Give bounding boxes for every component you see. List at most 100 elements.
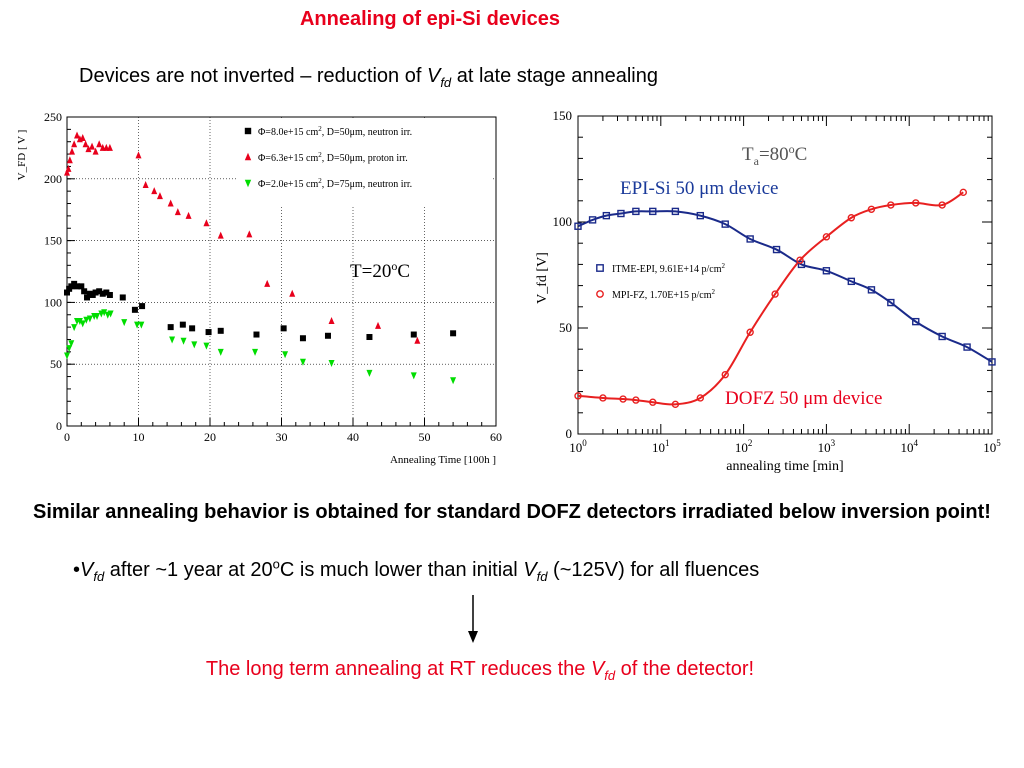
final-fd: fd — [604, 668, 616, 683]
chart1-point-s2 — [83, 316, 90, 324]
chart1-point-s0 — [410, 331, 417, 338]
chart1-point-s0 — [84, 294, 91, 301]
ta-value: =80 — [759, 144, 789, 165]
legend-marker — [244, 152, 252, 161]
chart1-point-s2 — [252, 348, 259, 356]
legend-entry: Φ=6.3e+15 cm2, D=50μm, proton irr. — [258, 151, 408, 164]
temp-unit: C — [397, 261, 410, 282]
chart2-point-s1 — [847, 214, 856, 222]
y-tick-label: 100 — [553, 214, 573, 229]
chart1-point-s2 — [282, 351, 289, 359]
chart1-point-s1 — [89, 142, 96, 150]
subtitle-vfd: Vfd — [426, 65, 452, 90]
bullet-mid2: C is much lower than initial — [279, 559, 524, 581]
y-tick-label: 50 — [50, 357, 62, 371]
x-tick-label: 10 — [133, 430, 145, 444]
subtitle: Devices are not inverted – reduction of … — [79, 65, 658, 90]
chart1-point-s1 — [142, 180, 149, 188]
bullet-v2: V — [523, 559, 537, 581]
chart1-point-s1 — [74, 131, 81, 139]
y-tick-label: 150 — [553, 108, 573, 123]
final-before: The long term annealing at RT reduces th… — [205, 658, 591, 680]
chart1-point-s0 — [92, 289, 99, 296]
x-tick-label: 60 — [490, 430, 502, 444]
chart1-point-s0 — [131, 306, 138, 313]
chart1-point-s1 — [246, 230, 253, 238]
chart2-point-s1 — [867, 205, 876, 213]
chart2-point-s0 — [963, 343, 971, 351]
chart1-ylabel: V_FD [ V ] — [16, 130, 28, 181]
chart2-point-s1 — [574, 392, 582, 400]
x-tick-label: 104 — [900, 438, 918, 455]
chart1-point-s0 — [78, 283, 85, 290]
y-tick-label: 0 — [56, 419, 62, 433]
x-tick-label: 20 — [204, 430, 216, 444]
annealing-80c-chart: 100 101 102 103 104 105 0 50 100 150 V_fd [V] ann… — [522, 98, 1012, 482]
y-tick-label: 50 — [559, 320, 572, 335]
chart1-point-s2 — [328, 359, 335, 367]
chart1-xlabel: Annealing Time [100h ] — [390, 454, 496, 466]
x-tick-label: 100 — [569, 438, 587, 455]
subtitle-fd: fd — [440, 75, 452, 90]
dofz-annotation: DOFZ 50 μm device — [725, 388, 882, 409]
subtitle-v: V — [426, 65, 441, 87]
chart2-point-s0 — [696, 211, 705, 220]
chart2-point-s1 — [721, 370, 729, 379]
chart1-point-s2 — [138, 321, 145, 329]
chart2-point-s1 — [796, 256, 804, 264]
chart1-point-s2 — [410, 372, 417, 380]
chart1-point-s0 — [96, 288, 103, 295]
x-tick-label: 30 — [276, 430, 288, 444]
chart2-point-s0 — [588, 216, 597, 224]
bullet-vfd2: Vfd — [523, 559, 547, 583]
bullet-vfd: Vfd — [80, 559, 105, 584]
chart1-point-s0 — [205, 329, 212, 336]
chart1-point-s1 — [135, 151, 142, 159]
chart1-point-s0 — [253, 331, 260, 338]
legend-background — [236, 120, 491, 206]
y-tick-label: 250 — [44, 110, 62, 124]
legend-marker — [244, 127, 252, 135]
chart1-point-s2 — [180, 337, 187, 345]
chart1-point-s0 — [280, 325, 287, 332]
ta-symbol: T — [742, 144, 754, 165]
legend-entry: Φ=8.0e+15 cm2, D=50μm, neutron irr. — [258, 125, 412, 138]
chart1-point-s2 — [94, 312, 101, 320]
chart2-point-s0 — [887, 298, 895, 307]
x-tick-label: 101 — [652, 438, 670, 455]
y-tick-label: 150 — [44, 234, 62, 248]
chart2-point-s1 — [649, 398, 657, 406]
chart1-point-s1 — [217, 231, 224, 239]
chart1-point-s1 — [66, 156, 73, 164]
chart1-point-s0 — [217, 327, 224, 334]
chart1-point-s1 — [167, 199, 174, 207]
chart2-point-s0 — [988, 358, 996, 366]
legend-marker — [596, 264, 604, 272]
chart1-point-s2 — [101, 309, 108, 317]
chart2-point-s0 — [867, 286, 876, 294]
chart1-point-s2 — [299, 358, 306, 366]
chart2-fit-line — [577, 191, 964, 406]
chart2-point-s1 — [746, 328, 754, 336]
y-tick-label: 0 — [566, 426, 573, 441]
x-tick-label: 105 — [983, 438, 1001, 455]
chart1-point-s1 — [375, 321, 382, 329]
chart2-point-s1 — [771, 290, 779, 298]
chart1-point-s0 — [189, 325, 196, 332]
final-v: V — [590, 658, 605, 680]
chart1-point-s2 — [79, 320, 86, 328]
x-tick-label: 102 — [735, 438, 753, 455]
chart1-point-s1 — [64, 168, 70, 176]
chart1-point-s1 — [79, 134, 86, 142]
bullet-fd: fd — [93, 569, 105, 584]
chart1-point-s2 — [76, 317, 83, 325]
chart2-point-s0 — [938, 332, 946, 341]
chart2-point-s0 — [912, 317, 920, 326]
chart1-point-s0 — [179, 321, 186, 328]
chart1-point-s0 — [324, 332, 331, 339]
chart2-point-s0 — [772, 245, 781, 254]
chart2-ticks: 100 101 102 103 104 105 0 50 100 150 — [553, 108, 1002, 455]
chart2-xlabel: annealing time [min] — [726, 459, 843, 474]
chart2-point-s0 — [602, 211, 611, 220]
chart1-point-s2 — [64, 352, 70, 360]
